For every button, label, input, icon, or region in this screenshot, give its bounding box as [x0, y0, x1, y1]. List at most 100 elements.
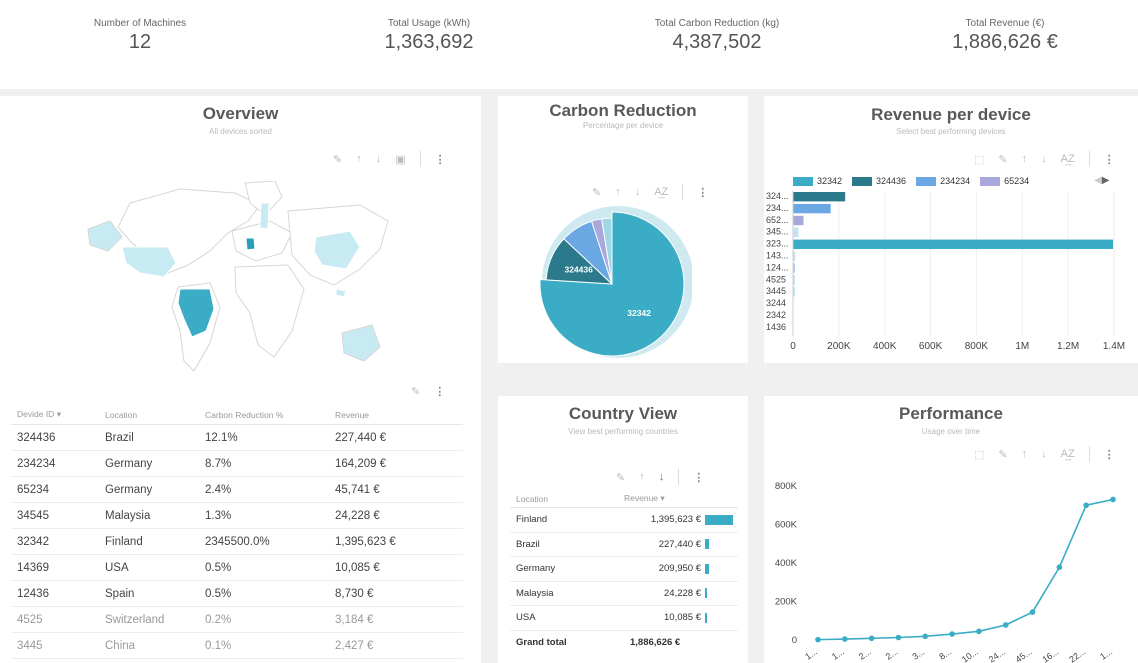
map-europe: [231, 220, 293, 262]
y-tick-label: 143...: [766, 251, 789, 261]
table-row[interactable]: 34545 Malaysia 1.3% 24,228 €: [11, 503, 463, 529]
arrow-down-icon[interactable]: ↓: [658, 471, 665, 483]
sort-az-icon[interactable]: A͢Z: [654, 186, 669, 198]
toolbar-separator: [682, 184, 684, 200]
col-carbon[interactable]: Carbon Reduction %: [205, 409, 284, 420]
carbon-pie-chart[interactable]: 32342 324436: [532, 204, 692, 363]
table-row[interactable]: 14369 USA 0.5% 10,085 €: [11, 555, 463, 581]
country-revenue: 227,440 €: [658, 538, 701, 550]
usage-line: [817, 498, 1114, 641]
legend-item[interactable]: 324436: [852, 176, 906, 187]
chart-type-icon[interactable]: ▣: [395, 153, 406, 166]
col-revenue[interactable]: Revenue ▾: [624, 493, 665, 503]
table-row[interactable]: 3445 China 0.1% 2,427 €: [11, 633, 463, 659]
edit-icon[interactable]: ✎: [616, 471, 626, 484]
legend-item[interactable]: 234234: [916, 176, 971, 187]
more-options-icon[interactable]: ⋮: [434, 386, 446, 398]
table-row[interactable]: 32342 Finland 2345500.0% 1,395,623 €: [11, 529, 463, 555]
table-cell: China: [105, 639, 136, 652]
legend-label: 234234: [940, 176, 971, 186]
legend-next-icon[interactable]: ▶: [1101, 175, 1110, 186]
table-row[interactable]: 324436 Brazil 12.1% 227,440 €: [11, 425, 463, 451]
panel-subtitle: Usage over time: [921, 427, 981, 436]
selection-icon[interactable]: ⬚: [974, 448, 985, 461]
legend-item[interactable]: 65234: [980, 176, 1029, 187]
table-row[interactable]: 12436 Spain 0.5% 8,730 €: [11, 581, 463, 607]
arrow-down-icon[interactable]: ↓: [634, 186, 641, 198]
arrow-up-icon[interactable]: ↑: [639, 471, 645, 483]
more-options-icon[interactable]: ⋮: [1103, 153, 1115, 166]
data-point: [895, 634, 902, 641]
sort-down-icon[interactable]: ▾: [660, 493, 665, 503]
grand-total-label: Grand total: [516, 637, 567, 648]
sort-az-icon[interactable]: A͢Z: [1060, 448, 1075, 460]
arrow-up-icon[interactable]: ↑: [1021, 153, 1028, 165]
table-row[interactable]: 65234 Germany 2.4% 45,741 €: [11, 477, 463, 503]
map-alaska: [87, 220, 123, 252]
table-row[interactable]: Finland 1,395,623 €: [510, 508, 738, 533]
arrow-up-icon[interactable]: ↑: [615, 186, 621, 198]
data-point: [949, 631, 955, 637]
panel-title: Carbon Reduction: [549, 101, 697, 120]
table-row[interactable]: 4525 Switzerland 0.2% 3,184 €: [11, 607, 463, 633]
edit-icon[interactable]: ✎: [998, 448, 1008, 461]
x-tick-label: 1M: [1015, 341, 1029, 352]
x-tick-label: 800K: [965, 341, 989, 352]
more-options-icon[interactable]: ⋮: [693, 471, 705, 484]
x-tick-label: 200K: [827, 341, 851, 352]
arrow-down-icon[interactable]: ↓: [1041, 448, 1047, 460]
arrow-up-icon[interactable]: ↑: [1021, 448, 1028, 460]
col-device-id[interactable]: Devide ID ▾: [17, 409, 61, 419]
map-greenland: [244, 181, 283, 216]
country-revenue: 10,085 €: [664, 612, 701, 624]
table-row[interactable]: Malaysia 24,228 €: [510, 582, 738, 606]
table-header: Devide ID ▾ Location Carbon Reduction % …: [11, 405, 463, 425]
more-options-icon[interactable]: ⋮: [697, 186, 709, 199]
arrow-down-icon[interactable]: ↓: [375, 153, 382, 165]
table-row[interactable]: 234234 Germany 8.7% 164,209 €: [11, 451, 463, 477]
table-header: Location Revenue ▾: [510, 490, 738, 508]
table-cell: 0.2%: [205, 613, 232, 626]
more-options-icon[interactable]: ⋮: [434, 153, 446, 166]
col-revenue[interactable]: Revenue: [335, 409, 370, 420]
selection-icon[interactable]: ⬚: [974, 153, 985, 166]
arrow-up-icon[interactable]: ↑: [356, 153, 362, 165]
table-cell: 8.7%: [205, 457, 232, 470]
legend-label: 32342: [817, 176, 843, 186]
country-bar: [705, 612, 707, 623]
legend-prev-icon[interactable]: ◀: [1094, 175, 1102, 186]
table-body: Finland 1,395,623 € Brazil 227,440 € Germany…: [510, 508, 738, 631]
country-bar: [705, 539, 710, 550]
sort-az-icon[interactable]: A͢Z: [1060, 153, 1075, 165]
world-map[interactable]: [60, 181, 400, 381]
table-row[interactable]: Germany 209,950 €: [510, 557, 738, 582]
toolbar-separator: [1088, 446, 1090, 462]
sort-down-icon[interactable]: ▾: [56, 409, 61, 419]
y-tick-label: 323...: [766, 239, 789, 249]
edit-icon[interactable]: ✎: [333, 153, 343, 166]
country-bar: [705, 514, 733, 525]
x-tick-label: 1...: [1098, 646, 1114, 661]
legend-item[interactable]: 32342: [793, 176, 843, 187]
bar: [793, 203, 831, 214]
devices-table: Devide ID ▾ Location Carbon Reduction % …: [11, 405, 463, 659]
table-row[interactable]: Brazil 227,440 €: [510, 533, 738, 557]
revenue-bar-chart[interactable]: 0 200K 400K 600K 800K 1M 1.2M 1.4M 324... 234... 6…: [764, 191, 1138, 359]
performance-line-chart[interactable]: 0 200K 400K 600K 800K 1... 1... 2... 2... 3... 8..…: [764, 476, 1138, 663]
table-row[interactable]: USA 10,085 €: [510, 606, 738, 631]
performance-toolbar: ⬚ ✎ ↑ ↓ A͢Z ⋮: [974, 446, 1115, 462]
country-table: Location Revenue ▾ Finland 1,395,623 € Bra…: [510, 490, 738, 655]
edit-icon[interactable]: ✎: [998, 153, 1008, 166]
table-cell: 8,730 €: [335, 587, 374, 600]
kpi-carbon: Total Carbon Reduction (kg) 4,387,502: [617, 18, 817, 54]
edit-icon[interactable]: ✎: [592, 186, 602, 199]
arrow-down-icon[interactable]: ↓: [1041, 153, 1047, 165]
country-name: Germany: [516, 563, 556, 575]
col-location[interactable]: Location: [105, 409, 138, 420]
table-cell: 32342: [17, 535, 49, 548]
kpi-value: 4,387,502: [672, 31, 762, 53]
edit-icon[interactable]: ✎: [411, 386, 421, 398]
more-options-icon[interactable]: ⋮: [1103, 448, 1115, 461]
col-location[interactable]: Location: [516, 493, 549, 504]
panel-title: Overview: [202, 104, 279, 123]
